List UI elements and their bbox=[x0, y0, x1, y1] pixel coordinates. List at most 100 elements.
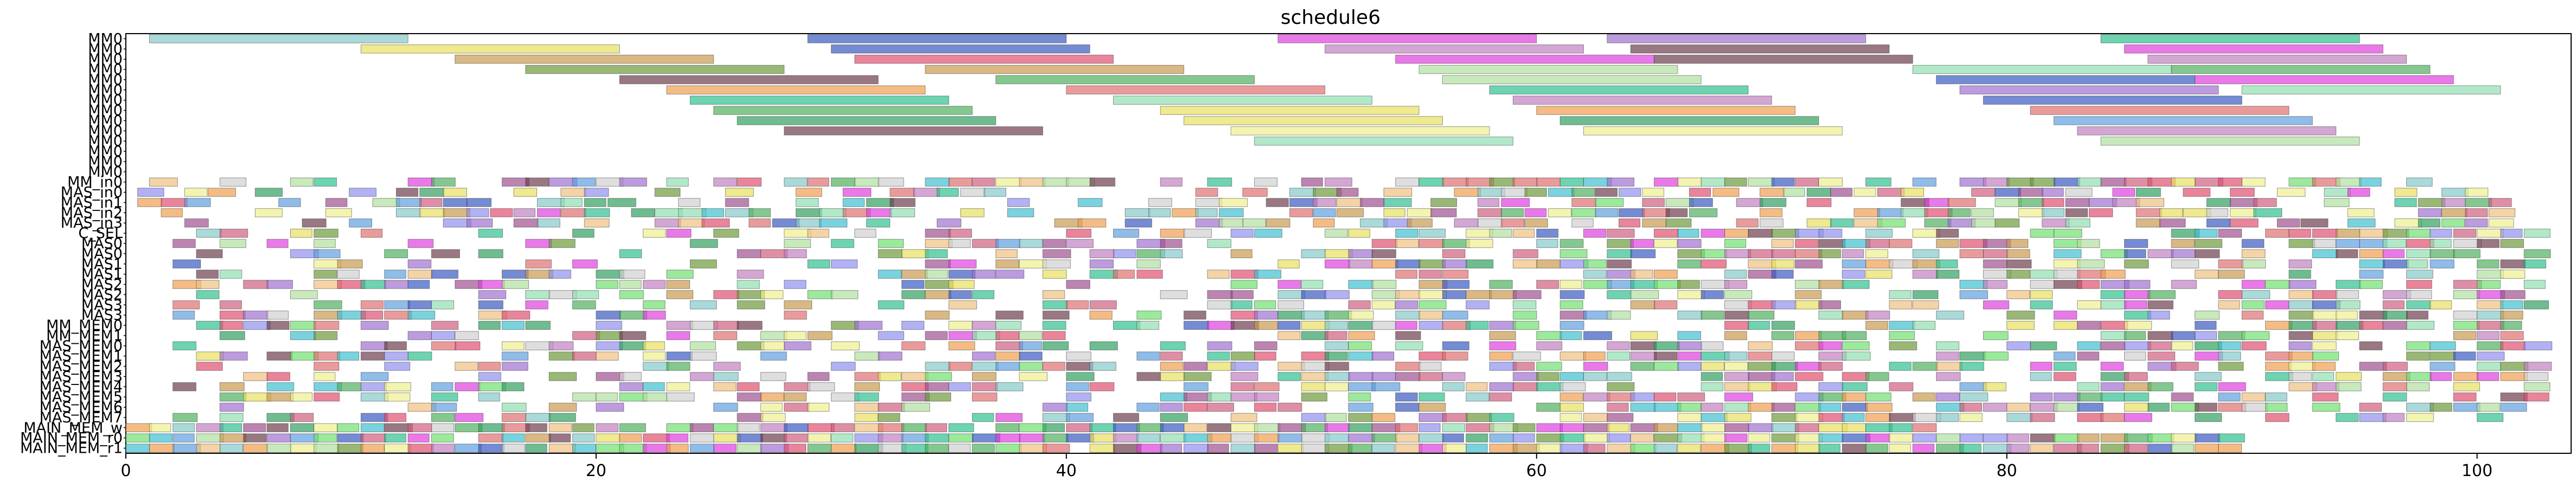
schedule-bar bbox=[2382, 228, 2409, 238]
x-tick-label: 80 bbox=[1997, 461, 2017, 480]
schedule-bar bbox=[807, 402, 829, 412]
schedule-bar bbox=[219, 382, 245, 391]
schedule-bar bbox=[1818, 280, 1844, 289]
schedule-bar bbox=[1901, 188, 1925, 197]
schedule-bar bbox=[2100, 290, 2126, 299]
schedule-bar bbox=[1853, 188, 1876, 197]
schedule-bar bbox=[1559, 392, 1583, 402]
schedule-bar bbox=[384, 444, 411, 453]
schedule-bar bbox=[2112, 198, 2140, 207]
schedule-bar bbox=[2206, 219, 2230, 228]
schedule-bar bbox=[1771, 362, 1798, 371]
schedule-bar bbox=[2430, 228, 2452, 238]
schedule-bar bbox=[1889, 331, 1915, 341]
schedule-bar bbox=[1701, 372, 1723, 381]
schedule-bar bbox=[1701, 413, 1728, 422]
schedule-bar bbox=[2382, 372, 2411, 381]
schedule-bar bbox=[466, 219, 493, 228]
schedule-bar bbox=[349, 188, 377, 197]
schedule-bar bbox=[1219, 198, 1248, 207]
schedule-bar bbox=[1348, 382, 1376, 391]
schedule-bar bbox=[2147, 300, 2174, 310]
schedule-bar bbox=[784, 239, 811, 248]
schedule-bar bbox=[1795, 444, 1820, 453]
schedule-bar bbox=[537, 219, 560, 228]
schedule-bar bbox=[1230, 280, 1258, 289]
schedule-bar bbox=[2030, 228, 2055, 238]
schedule-bar bbox=[290, 177, 314, 187]
schedule-bar bbox=[172, 239, 196, 248]
schedule-bar bbox=[1442, 351, 1468, 361]
schedule-bar bbox=[737, 392, 762, 402]
schedule-bar bbox=[455, 444, 482, 453]
y-tick-label: MAS3 bbox=[81, 297, 123, 313]
schedule-bar bbox=[1865, 372, 1889, 381]
schedule-bar bbox=[1877, 188, 1905, 197]
schedule-bar bbox=[948, 290, 972, 299]
schedule-bar bbox=[1642, 188, 1665, 197]
schedule-bar bbox=[243, 392, 271, 402]
schedule-bar bbox=[1477, 208, 1503, 217]
schedule-bar bbox=[619, 177, 647, 187]
schedule-bar bbox=[1418, 310, 1443, 320]
schedule-bar bbox=[1842, 269, 1865, 279]
schedule-bar bbox=[219, 177, 247, 187]
schedule-bar bbox=[1395, 331, 1421, 341]
schedule-bar bbox=[395, 208, 421, 217]
schedule-bar bbox=[1066, 239, 1094, 248]
schedule-bar bbox=[1830, 188, 1853, 197]
schedule-bar bbox=[1865, 249, 1888, 259]
schedule-bar bbox=[878, 423, 905, 433]
schedule-bar bbox=[1007, 208, 1034, 217]
schedule-bar bbox=[1066, 402, 1089, 412]
schedule-bar bbox=[1043, 331, 1066, 341]
schedule-bar bbox=[901, 402, 930, 412]
schedule-bar bbox=[2241, 249, 2266, 259]
schedule-bar bbox=[1559, 413, 1582, 422]
schedule-bar bbox=[878, 239, 904, 248]
schedule-bar bbox=[1489, 177, 1515, 187]
schedule-bar bbox=[1853, 208, 1881, 217]
schedule-bar bbox=[1912, 65, 2172, 74]
schedule-bar bbox=[1559, 372, 1584, 381]
schedule-bar bbox=[1677, 259, 1701, 268]
schedule-bar bbox=[1889, 444, 1911, 453]
schedule-bar bbox=[360, 341, 388, 351]
schedule-bar bbox=[2382, 362, 2408, 371]
schedule-bar bbox=[2241, 402, 2268, 412]
schedule-bar bbox=[2453, 382, 2480, 391]
schedule-bar bbox=[2030, 300, 2053, 310]
schedule-bar bbox=[2218, 341, 2241, 351]
schedule-bar bbox=[1136, 402, 1160, 412]
schedule-bar bbox=[1654, 280, 1681, 289]
schedule-bar bbox=[266, 392, 294, 402]
schedule-bar bbox=[1736, 198, 1763, 207]
schedule-bar bbox=[2194, 413, 2222, 422]
schedule-bar bbox=[807, 34, 1067, 43]
schedule-bar bbox=[1559, 249, 1588, 259]
schedule-bar bbox=[1842, 413, 1865, 422]
schedule-bar bbox=[1818, 413, 1845, 422]
schedule-bar bbox=[1595, 198, 1624, 207]
schedule-bar bbox=[1254, 341, 1277, 351]
schedule-bar bbox=[1654, 423, 1678, 433]
schedule-bar bbox=[1418, 320, 1443, 330]
schedule-bar bbox=[2430, 259, 2454, 268]
schedule-bar bbox=[619, 269, 645, 279]
schedule-bar bbox=[2124, 372, 2148, 381]
schedule-bar bbox=[1512, 259, 1538, 268]
schedule-bar bbox=[689, 444, 714, 453]
schedule-bar bbox=[1383, 198, 1412, 207]
schedule-bar bbox=[2289, 269, 2311, 279]
schedule-bar bbox=[1019, 177, 1046, 187]
schedule-bar bbox=[266, 280, 293, 289]
schedule-bar bbox=[314, 444, 340, 453]
schedule-bar bbox=[1512, 320, 1539, 330]
schedule-bar bbox=[1254, 228, 1282, 238]
schedule-bar bbox=[1160, 351, 1183, 361]
schedule-bar bbox=[1230, 300, 1252, 310]
schedule-bar bbox=[631, 208, 655, 217]
schedule-bar bbox=[314, 372, 336, 381]
schedule-bar bbox=[1607, 413, 1634, 422]
schedule-bar bbox=[2124, 444, 2148, 453]
